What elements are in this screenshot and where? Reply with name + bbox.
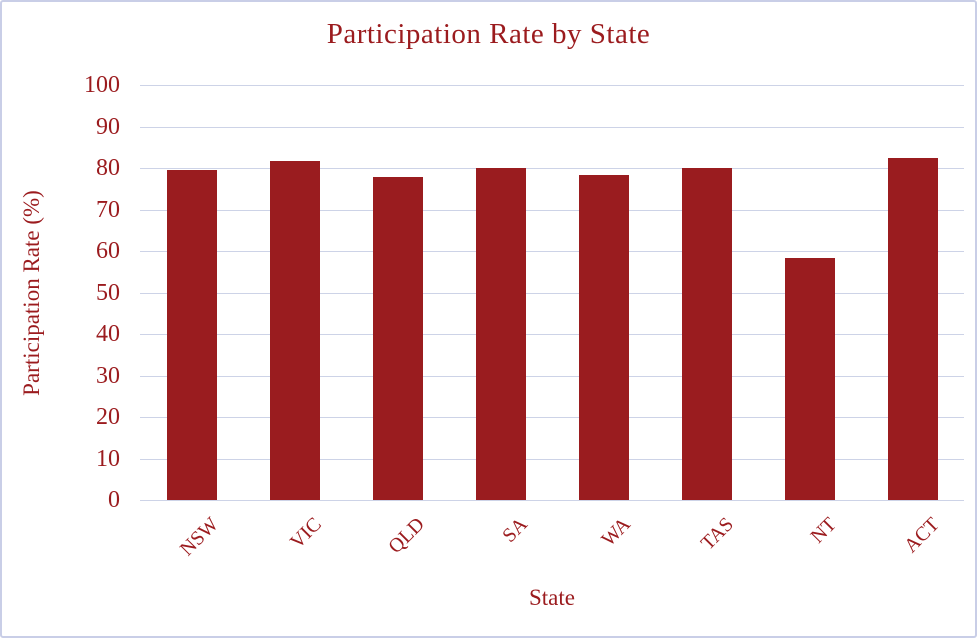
bar-wa [579, 174, 629, 500]
x-category-label-wa: WA [597, 513, 635, 551]
x-category-label-sa: SA [498, 513, 532, 547]
bar-sa [476, 168, 526, 500]
y-tick-label-50: 50 [96, 279, 120, 306]
bar-qld [373, 176, 423, 500]
gridline-100 [140, 85, 964, 86]
bar-vic [270, 160, 320, 500]
y-tick-label-100: 100 [84, 72, 120, 98]
y-tick-label-80: 80 [96, 155, 120, 181]
gridline-0 [140, 500, 964, 501]
y-axis-title: Participation Rate (%) [10, 85, 54, 500]
x-axis-title: State [529, 585, 575, 610]
y-tick-label-90: 90 [96, 113, 120, 140]
x-category-label-vic: VIC [285, 513, 326, 554]
y-tick-label-20: 20 [96, 404, 120, 430]
gridline-60 [140, 251, 964, 252]
y-axis-title-text: Participation Rate (%) [19, 189, 44, 396]
chart-title: Participation Rate by State [326, 18, 651, 50]
x-category-label-nt: NT [806, 513, 841, 548]
y-tick-label-70: 70 [96, 196, 120, 223]
x-category-label-qld: QLD [384, 513, 429, 558]
x-category-label-nsw: NSW [175, 513, 223, 561]
bar-nsw [167, 170, 217, 500]
y-tick-label-30: 30 [96, 362, 120, 389]
bar-tas [682, 168, 732, 500]
bar-act [888, 157, 938, 500]
y-tick-label-10: 10 [96, 445, 120, 472]
gridline-40 [140, 334, 964, 335]
gridline-70 [140, 209, 964, 211]
gridline-20 [140, 417, 964, 418]
y-tick-label-60: 60 [96, 238, 120, 264]
gridline-50 [140, 292, 964, 294]
gridline-10 [140, 458, 964, 460]
plot-area: 0 10 20 30 40 50 60 70 80 90 100 NSW VIC QLD SA WA TAS NT… [84, 73, 964, 560]
gridline-80 [140, 168, 964, 169]
x-category-label-act: ACT [900, 513, 944, 558]
x-category-label-tas: TAS [696, 513, 738, 555]
gridline-30 [140, 375, 964, 377]
gridline-90 [140, 126, 964, 128]
bar-nt [785, 258, 835, 500]
y-tick-label-40: 40 [96, 321, 120, 347]
y-tick-label-0: 0 [108, 487, 120, 513]
